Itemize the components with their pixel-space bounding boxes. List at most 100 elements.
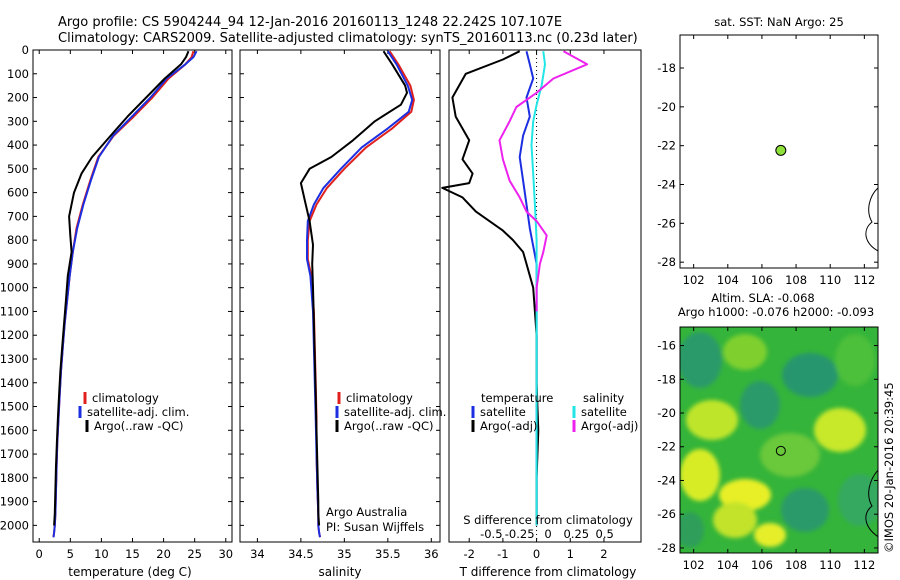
s-tick-label: -0.5	[480, 527, 502, 541]
sla-map-frame	[679, 326, 879, 554]
operator-annotation-line2: PI: Susan Wijffels	[326, 520, 424, 534]
coastline-outline	[865, 187, 878, 252]
legend-s-argo-label: Argo(-adj)	[581, 419, 638, 433]
legend-argo-label: Argo(..raw -QC)	[344, 419, 434, 433]
depth-tick-label: 800	[7, 233, 29, 247]
longitude-tick-label: 104	[717, 273, 739, 287]
s-difference-label: S difference from climatology	[463, 513, 633, 527]
depth-tick-label: 2000	[0, 518, 29, 532]
depth-tick-label: 1400	[0, 376, 29, 390]
legend-climatology-label: climatology	[92, 391, 159, 405]
series-line-climatology	[306, 50, 415, 538]
sst-map-longitude-ticks: 102 104 106 108 110 112	[683, 35, 875, 287]
legend-satellite-label: satellite-adj. clim.	[344, 405, 446, 419]
salinity-xlabel: salinity	[318, 565, 361, 579]
argo-float-marker	[775, 445, 786, 456]
depth-tick-label: 900	[7, 257, 29, 271]
depth-tick-label: 1000	[0, 281, 29, 295]
s-difference-ticks: -0.5 -0.25 0 0.25 0.5	[480, 527, 614, 541]
depth-tick-label: 200	[7, 91, 29, 105]
sla-map-latitude-ticks: -16 -18 -20 -22 -24 -26 -28	[657, 339, 878, 555]
salinity-depth-ticks	[240, 49, 440, 526]
s-tick-label: -0.25	[505, 527, 535, 541]
series-line-temperature-argo-adj-	[441, 50, 540, 526]
x-tick-label: 0	[36, 547, 43, 561]
depth-tick-label: 300	[7, 114, 29, 128]
depth-tick-label: 400	[7, 138, 29, 152]
x-tick-label: 36	[424, 547, 439, 561]
x-tick-label: 5	[67, 547, 74, 561]
legend-climatology-label: climatology	[346, 391, 413, 405]
operator-annotation-line1: Argo Australia	[326, 505, 407, 519]
longitude-tick-label: 102	[683, 273, 705, 287]
difference-plot-frame	[448, 49, 642, 543]
t-difference-ticks: -2 -1 0 1 2	[463, 50, 608, 561]
x-tick-label: -2	[463, 547, 474, 561]
depth-tick-label: 1800	[0, 471, 29, 485]
sst-map-panel: sat. SST: NaN Argo: 25 102 104 106 108 110 11…	[657, 15, 879, 287]
latitude-tick-label: -20	[657, 100, 676, 114]
copyright-timestamp: ©IMOS 20-Jan-2016 20:39:45	[882, 382, 896, 553]
longitude-tick-label: 106	[751, 558, 773, 572]
x-tick-label: 20	[156, 547, 171, 561]
legend-argo-label: Argo(..raw -QC)	[94, 419, 184, 433]
x-tick-label: 34	[250, 547, 265, 561]
salinity-axis-ticks: 34 34.5 35 35.5 36	[250, 50, 439, 561]
longitude-tick-label: 106	[751, 273, 773, 287]
t-difference-xlabel: T difference from climatology	[459, 565, 637, 579]
temperature-xlabel: temperature (deg C)	[68, 565, 191, 579]
latitude-tick-label: -26	[657, 507, 676, 521]
series-line-satellite-adj-clim-	[52, 50, 198, 538]
depth-tick-label: 1600	[0, 423, 29, 437]
s-tick-label: 0.5	[596, 527, 614, 541]
series-line-argo-raw-qc-	[299, 50, 408, 526]
legend-satellite-label: satellite-adj. clim.	[87, 405, 189, 419]
legend-salinity-header: salinity	[583, 391, 624, 405]
x-tick-label: -1	[497, 547, 508, 561]
x-tick-label: 1	[567, 547, 574, 561]
depth-tick-label: 700	[7, 209, 29, 223]
legend-temperature-header: temperature	[481, 391, 553, 405]
argo-float-marker	[775, 144, 787, 156]
sla-coastline-outline	[865, 469, 878, 538]
latitude-tick-label: -26	[657, 216, 676, 230]
sla-title-line-1: Altim. SLA: -0.068	[711, 291, 815, 305]
longitude-tick-label: 110	[819, 558, 841, 572]
sla-map-panel: Altim. SLA: -0.068 Argo h1000: -0.076 h2…	[657, 291, 879, 572]
latitude-tick-label: -22	[657, 440, 676, 454]
series-line-argo-raw-qc-	[53, 50, 190, 526]
latitude-tick-label: -16	[657, 339, 676, 353]
latitude-tick-label: -24	[657, 178, 676, 192]
sla-heatmap	[680, 327, 878, 553]
salinity-series	[299, 50, 415, 538]
x-tick-label: 10	[94, 547, 109, 561]
longitude-tick-label: 112	[853, 558, 875, 572]
difference-series	[441, 50, 589, 526]
temperature-axis-ticks: 0 5 10 15 20 25 30	[36, 50, 233, 561]
depth-tick-label: 0	[22, 43, 29, 57]
sla-title-line-2: Argo h1000: -0.076 h2000: -0.093	[678, 305, 874, 319]
temperature-panel: 0100200300400500600700800900100011001200…	[0, 43, 233, 579]
sla-map-longitude-ticks: 102 104 106 108 110 112	[683, 327, 875, 572]
longitude-tick-label: 102	[683, 558, 705, 572]
x-tick-label: 15	[125, 547, 140, 561]
salinity-legend: climatology satellite-adj. clim. Argo(..…	[335, 391, 446, 433]
x-tick-label: 25	[187, 547, 202, 561]
depth-tick-label: 500	[7, 162, 29, 176]
latitude-tick-label: -20	[657, 406, 676, 420]
latitude-tick-label: -28	[657, 255, 676, 269]
x-tick-label: 0	[533, 547, 540, 561]
depth-tick-label: 1700	[0, 447, 29, 461]
x-tick-label: 35	[337, 547, 352, 561]
salinity-panel: 34 34.5 35 35.5 36 salinity climatology sate…	[239, 49, 446, 579]
latitude-tick-label: -22	[657, 139, 676, 153]
depth-tick-label: 1100	[0, 304, 29, 318]
sst-map-latitude-ticks: -18 -20 -22 -24 -26 -28	[657, 61, 878, 269]
longitude-tick-label: 108	[785, 273, 807, 287]
title-line-1: Argo profile: CS 5904244_94 12-Jan-2016 …	[58, 15, 562, 30]
longitude-tick-label: 112	[853, 273, 875, 287]
temperature-plot-frame	[32, 49, 233, 543]
depth-axis-ticks: 0 100 200 300 400 500 600 700 800 900 1000 1100 1200…	[0, 43, 232, 532]
x-tick-label: 34.5	[288, 547, 314, 561]
